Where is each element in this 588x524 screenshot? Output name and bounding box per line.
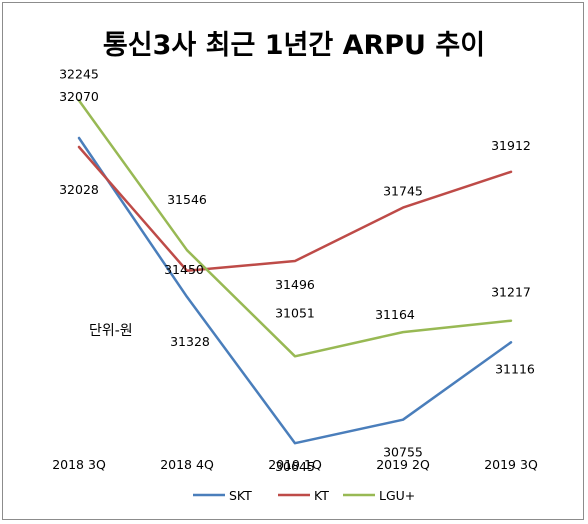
x-tick-label: 2018 3Q — [52, 457, 106, 472]
series-line-kt — [77, 145, 513, 273]
data-label-skt-4: 31116 — [495, 361, 535, 376]
legend: SKT KT LGU+ — [193, 488, 415, 503]
data-label-kt-0: 32028 — [59, 182, 99, 197]
data-label-kt-2: 31496 — [275, 277, 315, 292]
data-label-lgu-3: 31164 — [375, 307, 415, 322]
data-label-kt-3: 31745 — [383, 184, 423, 199]
data-label-skt-1: 31328 — [170, 334, 210, 349]
series-layer — [77, 99, 513, 445]
legend-label-kt: KT — [314, 488, 329, 503]
line-chart: 통신3사 최근 1년간 ARPU 추이 단위-원 32070 31328 30645… — [52, 30, 538, 503]
x-axis: 2018 3Q 2018 4Q 2019 1Q 2019 2Q 2019 3Q — [52, 457, 538, 472]
data-label-skt-2: 30645 — [275, 459, 315, 474]
chart-title: 통신3사 최근 1년간 ARPU 추이 — [103, 30, 485, 61]
x-tick-label: 2019 3Q — [484, 457, 538, 472]
data-label-kt-1: 31450 — [164, 262, 204, 277]
chart-frame: 통신3사 최근 1년간 ARPU 추이 단위-원 32070 31328 30645… — [2, 2, 584, 520]
legend-label-skt: SKT — [229, 488, 252, 503]
x-tick-label: 2018 4Q — [160, 457, 214, 472]
data-label-lgu-4: 31217 — [491, 285, 531, 300]
x-tick-label: 2019 1Q — [268, 457, 322, 472]
data-label-kt-4: 31912 — [491, 138, 531, 153]
data-label-layer: 32070 31328 30645 30755 31116 32028 31450 31496… — [59, 67, 535, 475]
data-label-skt-0: 32070 — [59, 89, 99, 104]
data-label-skt-3: 30755 — [383, 445, 423, 460]
data-label-lgu-1: 31546 — [167, 192, 207, 207]
series-line-lgu — [77, 99, 513, 358]
data-label-lgu-2: 31051 — [275, 305, 315, 320]
legend-label-lgu: LGU+ — [379, 488, 415, 503]
unit-note: 단위-원 — [89, 323, 133, 339]
series-line-skt — [77, 136, 513, 445]
data-label-lgu-0: 32245 — [59, 67, 99, 82]
x-tick-label: 2019 2Q — [376, 457, 430, 472]
